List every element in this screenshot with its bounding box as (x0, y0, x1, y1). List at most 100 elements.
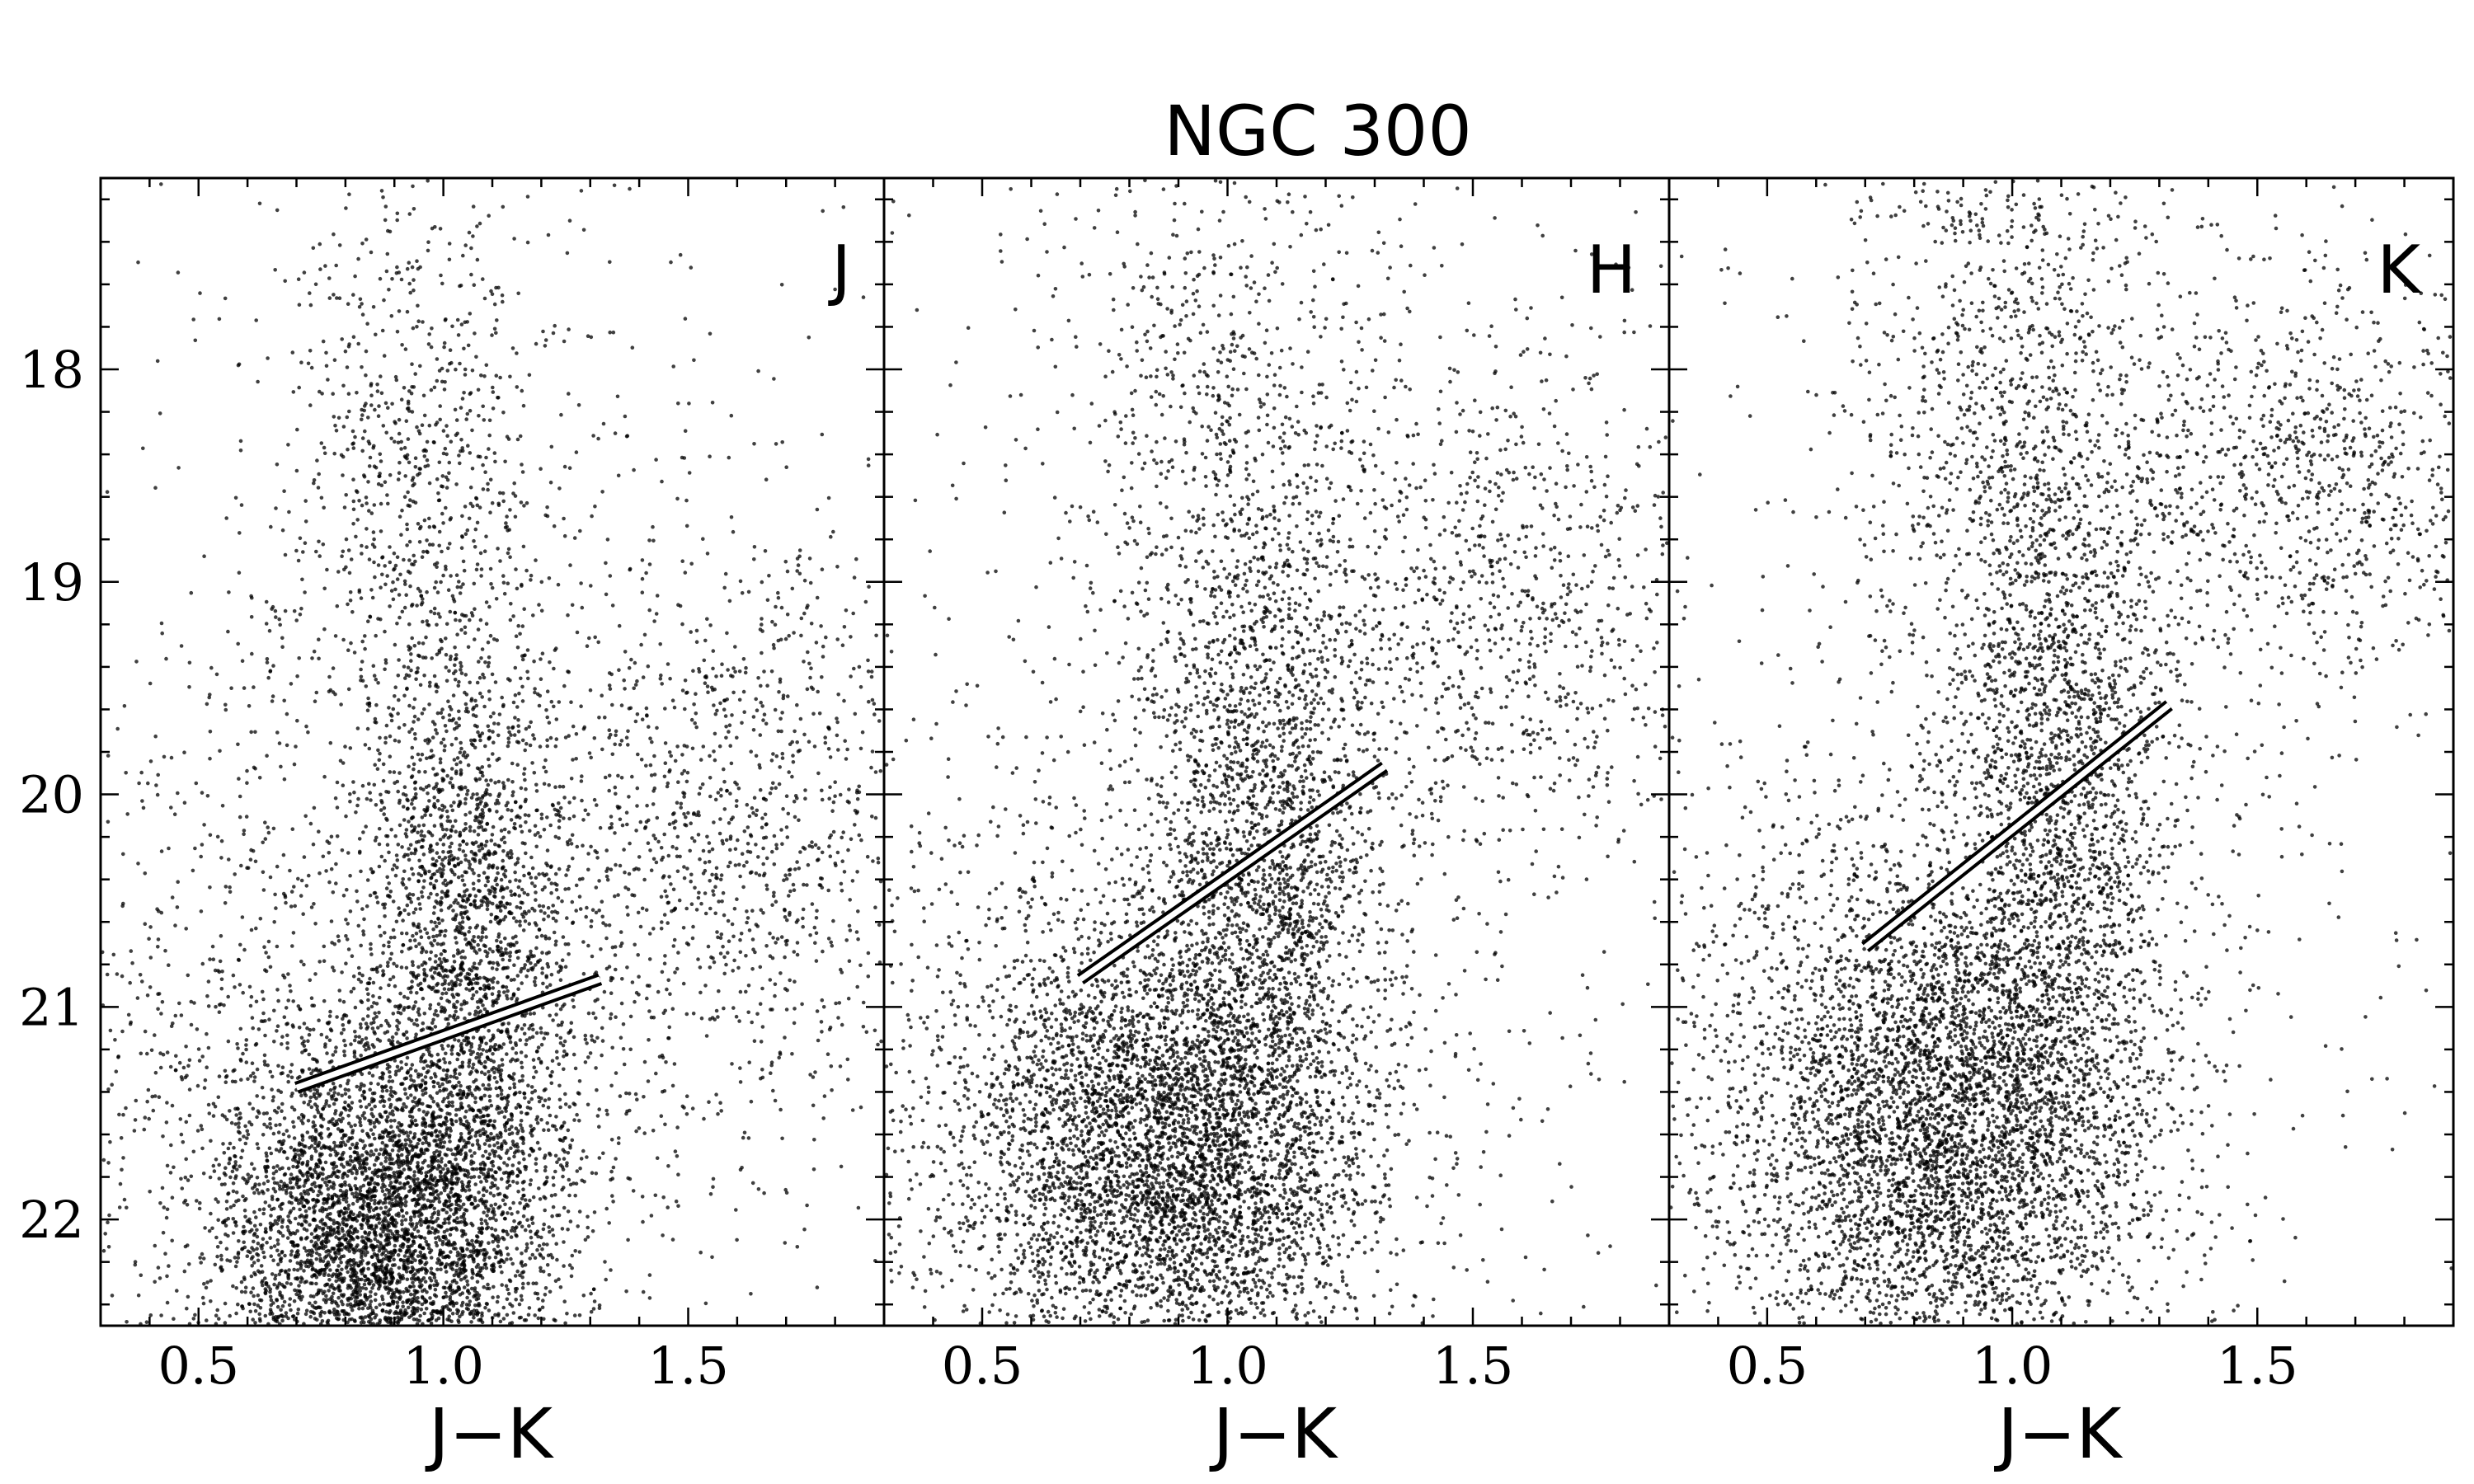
scatter-point (247, 1120, 252, 1125)
scatter-point (310, 1281, 314, 1285)
scatter-point (605, 877, 610, 882)
scatter-point (165, 1050, 170, 1054)
scatter-point (341, 1017, 345, 1021)
scatter-point (562, 1067, 566, 1072)
scatter-point (520, 1129, 525, 1134)
scatter-point (647, 608, 651, 613)
scatter-point (248, 857, 253, 862)
scatter-point (125, 1320, 129, 1324)
scatter-point (562, 1264, 566, 1268)
scatter-point (417, 472, 422, 476)
scatter-point (596, 436, 600, 441)
scatter-point (477, 947, 482, 952)
scatter-point (266, 955, 271, 960)
scatter-point (284, 1270, 288, 1275)
scatter-point (308, 1314, 313, 1319)
scatter-point (477, 975, 482, 980)
scatter-point (726, 951, 730, 955)
scatter-point (205, 1280, 209, 1284)
scatter-point (252, 765, 256, 770)
scatter-point (571, 724, 576, 729)
scatter-point (421, 1110, 426, 1114)
scatter-point (845, 1057, 850, 1062)
scatter-point (418, 1190, 423, 1195)
scatter-point (256, 1253, 261, 1257)
scatter-point (524, 797, 528, 802)
scatter-point (311, 1120, 316, 1125)
scatter-point (738, 874, 742, 879)
scatter-point (376, 481, 381, 486)
scatter-point (578, 1166, 582, 1171)
scatter-point (228, 1109, 232, 1113)
scatter-point (445, 974, 449, 979)
scatter-point (508, 879, 512, 884)
scatter-point (298, 536, 303, 541)
scatter-point (473, 1100, 477, 1105)
scatter-point (635, 679, 639, 683)
scatter-point (251, 1071, 256, 1076)
scatter-point (393, 738, 397, 743)
scatter-point (831, 529, 835, 534)
scatter-point (445, 369, 450, 373)
scatter-point (270, 1098, 275, 1103)
scatter-point (604, 874, 609, 879)
scatter-point (532, 1011, 536, 1016)
scatter-point (275, 1029, 279, 1033)
scatter-point (773, 993, 777, 998)
scatter-point (723, 714, 728, 718)
scatter-point (517, 894, 521, 898)
scatter-point (419, 1028, 424, 1033)
scatter-point (714, 1092, 718, 1097)
scatter-point (243, 1214, 247, 1219)
scatter-point (377, 842, 382, 847)
scatter-point (359, 869, 363, 874)
scatter-point (369, 511, 374, 515)
scatter-point (490, 992, 495, 996)
scatter-point (376, 681, 380, 685)
scatter-point (344, 814, 348, 819)
scatter-point (348, 590, 353, 594)
scatter-point (769, 1060, 774, 1064)
scatter-point (153, 1094, 158, 1098)
scatter-point (309, 1105, 314, 1110)
scatter-point (378, 1303, 382, 1307)
scatter-point (212, 1169, 217, 1173)
scatter-point (853, 823, 857, 827)
scatter-point (607, 788, 611, 793)
scatter-point (265, 657, 270, 661)
scatter-point (783, 873, 788, 877)
scatter-point (416, 824, 421, 828)
scatter-point (746, 1136, 751, 1140)
scatter-point (440, 474, 445, 478)
scatter-point (308, 349, 313, 353)
scatter-point (513, 870, 517, 875)
scatter-point (543, 1031, 548, 1036)
scatter-point (492, 1119, 497, 1124)
scatter-point (522, 1023, 527, 1027)
scatter-point (487, 604, 492, 609)
scatter-point (455, 1057, 459, 1062)
scatter-point (571, 856, 575, 861)
scatter-point (440, 857, 444, 862)
scatter-point (397, 1134, 402, 1138)
scatter-point (358, 297, 363, 302)
scatter-point (287, 1134, 291, 1139)
scatter-point (609, 1083, 614, 1088)
scatter-point (554, 888, 559, 892)
scatter-point (455, 431, 459, 436)
scatter-point (491, 1239, 495, 1244)
scatter-point (454, 418, 459, 422)
scatter-point (179, 644, 184, 648)
scatter-point (510, 1163, 515, 1167)
scatter-point (379, 964, 383, 968)
scatter-point (432, 795, 436, 800)
scatter-point (756, 676, 760, 680)
scatter-point (714, 674, 718, 679)
scatter-point (812, 1138, 816, 1142)
scatter-point (340, 554, 344, 558)
scatter-point (526, 1281, 530, 1286)
scatter-point (727, 939, 731, 943)
scatter-point (460, 514, 464, 519)
